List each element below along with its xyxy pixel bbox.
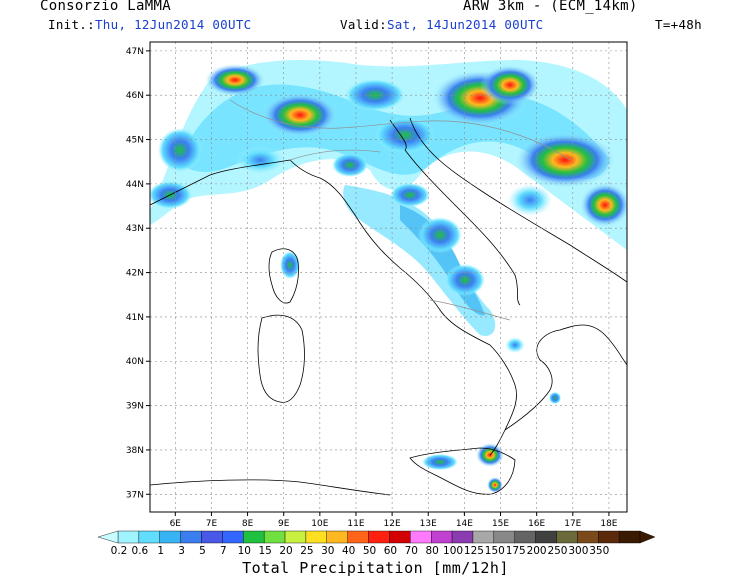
lon-tick-label: 8E [242,519,254,529]
lat-tick-label: 47N [126,47,144,57]
valid-value: Sat, 14Jun2014 00UTC [386,17,544,32]
colorbar-level-label: 5 [199,545,206,557]
colorbar-level-label: 125 [463,545,484,557]
lon-tick-label: 10E [311,519,328,529]
coastlines [150,117,627,496]
colorbar-swatch [347,530,369,544]
graticule [150,42,627,512]
lon-tick-label: 11E [347,519,364,529]
colorbar-swatch [201,530,223,544]
colorbar-level-label: 7 [220,545,227,557]
colorbar-level-label: 175 [505,545,526,557]
lat-tick-label: 42N [126,269,144,279]
colorbar-swatch [243,530,265,544]
lon-tick-label: 15E [492,519,509,529]
lat-tick-label: 39N [126,402,144,412]
country-borders [229,99,571,321]
lat-tick-label: 40N [126,357,144,367]
colorbar-level-label: 200 [526,545,547,557]
colorbar-level-label: 1 [157,545,165,557]
colorbar-swatch [451,530,474,544]
colorbar-swatch [493,530,515,544]
lon-tick-label: 14E [456,519,473,529]
colorbar-level-label: 350 [589,545,610,557]
lat-tick-label: 38N [126,446,144,456]
colorbar-swatch [598,530,620,544]
lat-tick-label: 43N [126,224,144,234]
header-model: ARW 3km - (ECM_14km) [463,0,638,14]
colorbar-swatch [138,530,160,544]
lon-tick-label: 17E [564,519,581,529]
colorbar-swatch [410,530,432,544]
colorbar-swatch [368,530,390,544]
lat-tick-label: 45N [126,136,144,146]
colorbar-swatch [389,530,411,544]
colorbar-swatch [159,530,181,544]
init-label: Init.: [48,17,95,32]
colorbar-swatch [431,530,453,544]
colorbar-level-label: 3 [178,545,185,557]
colorbar-swatch [556,530,578,544]
lon-tick-label: 18E [600,519,617,529]
colorbar-level-label: 100 [443,545,464,557]
colorbar-level-label: 250 [547,545,568,557]
axis-ticks: 6E 7E 8E 9E 10E 11E 12E 13E 14E 15E 16E 17E 18E 47N 46… [126,47,618,529]
lat-tick-label: 46N [126,91,144,101]
colorbar-swatch [514,530,536,544]
colorbar-swatch [222,530,244,544]
colorbar-level-label: 30 [321,545,335,557]
colorbar-swatch [117,530,140,544]
colorbar-level-label: 0.6 [131,545,149,557]
lat-tick-label: 44N [126,180,144,190]
lat-tick-label: 41N [126,313,144,323]
colorbar-swatch [535,530,557,544]
colorbar-level-label: 50 [362,545,377,557]
lon-tick-label: 16E [528,519,545,529]
colorbar-left-arrow [97,530,119,544]
colorbar-level-label: 60 [383,545,398,557]
colorbar-level-label: 80 [425,545,439,557]
colorbar-swatch [326,530,348,544]
colorbar-title: Total Precipitation [mm/12h] [242,559,509,577]
colorbar-level-label: 40 [341,545,356,557]
lon-tick-label: 12E [384,519,401,529]
lat-tick-label: 37N [126,490,144,500]
colorbar-swatch [577,530,599,544]
map-border [149,41,628,513]
valid-time: Valid:Sat, 14Jun2014 00UTC [340,17,543,32]
colorbar-swatch [618,530,641,544]
colorbar-right-arrow [639,530,656,544]
colorbar [97,530,656,544]
lon-tick-label: 7E [206,519,218,529]
colorbar-level-label: 20 [279,545,293,557]
colorbar-swatch [305,530,328,544]
colorbar-level-label: 15 [258,545,272,557]
colorbar-level-label: 0.2 [110,545,128,557]
lon-tick-label: 6E [170,519,182,529]
colorbar-level-label: 10 [237,545,251,557]
lon-tick-label: 13E [420,519,437,529]
colorbar-level-label: 25 [300,545,314,557]
header-title: Consorzio LaMMA [40,0,171,14]
lon-tick-label: 9E [278,519,290,529]
init-time: Init.:Thu, 12Jun2014 00UTC [48,17,251,32]
colorbar-swatch [284,530,307,544]
colorbar-swatch [263,530,286,544]
colorbar-level-label: 150 [484,545,505,557]
valid-label: Valid: [340,17,387,32]
colorbar-level-label: 70 [404,545,418,557]
colorbar-level-label: 300 [568,545,589,557]
lead-time: T=+48h [655,17,702,32]
colorbar-swatch [180,530,202,544]
init-value: Thu, 12Jun2014 00UTC [94,17,252,32]
colorbar-swatch [472,530,495,544]
precipitation-field [150,60,627,493]
